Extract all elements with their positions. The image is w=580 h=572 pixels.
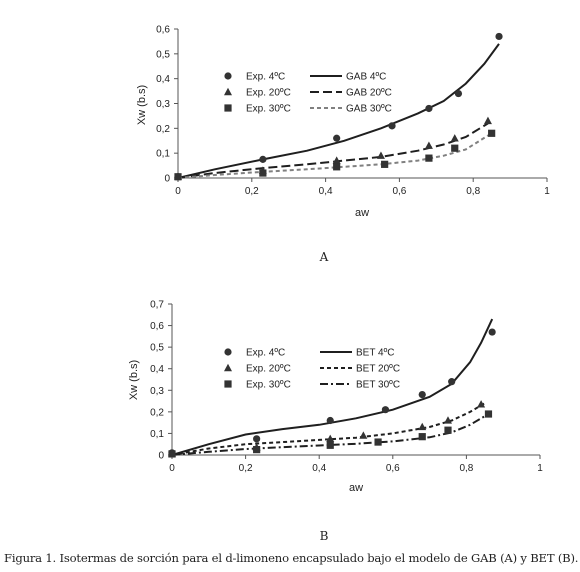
data-point-a-0 (454, 89, 463, 98)
data-point-b-2 (374, 438, 382, 446)
x-tick-label-b: 1 (537, 463, 543, 474)
figure-caption: Figura 1. Isotermas de sorción para el d… (4, 551, 579, 565)
data-point-b-0 (448, 378, 456, 386)
legend-label-b: Exp. 30ºC (246, 380, 291, 391)
data-point-a-2 (488, 129, 496, 137)
data-point-a-2 (381, 160, 389, 168)
x-axis-label-a: aw (355, 207, 369, 219)
legend-label-b: BET 30ºC (356, 380, 400, 391)
data-point-a-1 (376, 151, 385, 159)
series-line-a-0 (177, 43, 500, 179)
y-tick-label-a: 0 (164, 174, 170, 185)
legend-label-b: BET 4ºC (356, 348, 394, 359)
y-tick-label-b: 0,2 (150, 407, 164, 418)
panel-label-b: B (320, 529, 329, 543)
y-tick-label-a: 0,6 (156, 25, 170, 36)
legend-marker-a (224, 104, 232, 112)
data-point-a-0 (425, 104, 433, 113)
data-point-a-2 (333, 163, 341, 171)
legend-label-a: Exp. 4ºC (246, 72, 285, 83)
series-line-a-2 (177, 132, 493, 179)
panel-label-a: A (319, 250, 329, 264)
chart-panel-b: 0 0,2 0,4 0,6 0,8 1 0 0,1 0,2 0,3 0,4 0,5 0,6 0,7 aw Xw… (128, 300, 543, 544)
x-tick-label-b: 0,8 (459, 463, 473, 474)
data-point-b-2 (168, 450, 176, 458)
x-tick-label-a: 0,4 (319, 186, 333, 197)
data-point-b-1 (418, 422, 427, 431)
x-tick-label-a: 1 (544, 186, 550, 197)
data-point-b-0 (326, 416, 334, 425)
x-tick-label-b: 0,4 (312, 463, 326, 474)
data-point-a-0 (259, 155, 267, 163)
data-point-a-2 (451, 144, 459, 152)
legend-marker-b (224, 380, 232, 388)
data-point-a-0 (388, 122, 396, 130)
y-tick-label-a: 0,1 (156, 149, 170, 160)
series-line-b-0 (171, 318, 494, 456)
legend-label-b: Exp. 20ºC (246, 364, 291, 375)
x-tick-label-a: 0,2 (245, 186, 259, 197)
y-tick-label-b: 0,7 (150, 300, 164, 311)
y-tick-label-b: 0,1 (150, 429, 164, 440)
data-point-b-0 (488, 328, 496, 336)
x-tick-label-b: 0 (169, 463, 175, 474)
series-line-b-1 (171, 402, 486, 456)
data-point-b-0 (418, 391, 426, 399)
y-tick-label-a: 0,4 (156, 74, 170, 85)
y-tick-label-b: 0,6 (150, 321, 164, 332)
y-tick-label-a: 0,3 (156, 99, 170, 110)
data-point-b-1 (359, 431, 368, 439)
legend-label-a: GAB 30ºC (346, 104, 392, 115)
y-axis-label-a: Xw (b.s) (136, 85, 148, 125)
y-tick-label-a: 0,5 (156, 49, 170, 60)
data-point-a-1 (450, 134, 459, 142)
y-tick-label-b: 0,4 (150, 364, 164, 375)
data-point-a-2 (259, 169, 267, 177)
y-tick-label-b: 0,5 (150, 343, 164, 354)
data-point-a-0 (333, 134, 341, 142)
data-point-b-2 (444, 426, 452, 434)
x-tick-label-a: 0,8 (466, 186, 480, 197)
y-axis-label-b: Xw (b.s) (128, 360, 140, 400)
y-tick-label-b: 0,3 (150, 386, 164, 397)
legend-label-a: GAB 20ºC (346, 88, 392, 99)
y-tick-label-a: 0,2 (156, 124, 170, 135)
data-point-a-2 (174, 173, 182, 181)
x-tick-label-b: 0,2 (239, 463, 253, 474)
legend-label-a: GAB 4ºC (346, 72, 386, 83)
data-point-b-1 (477, 400, 486, 408)
data-point-b-0 (381, 406, 390, 414)
data-point-a-1 (483, 116, 492, 125)
data-point-a-1 (332, 156, 341, 164)
data-point-b-0 (253, 435, 261, 443)
x-tick-label-b: 0,6 (386, 463, 400, 474)
legend-label-b: Exp. 4ºC (246, 348, 285, 359)
legend-marker-b (224, 363, 232, 372)
x-tick-label-a: 0 (175, 186, 181, 197)
data-point-b-2 (418, 433, 426, 441)
series-line-a-1 (177, 122, 489, 179)
legend-label-a: Exp. 20ºC (246, 88, 291, 99)
legend-marker-a (224, 72, 232, 80)
data-point-b-2 (326, 441, 334, 449)
legend-marker-b (224, 348, 232, 356)
data-point-a-1 (424, 141, 433, 149)
x-tick-label-a: 0,6 (392, 186, 406, 197)
data-point-b-1 (326, 434, 335, 443)
legend-label-a: Exp. 30ºC (246, 104, 291, 115)
legend-marker-a (224, 87, 232, 96)
y-tick-label-b: 0 (158, 451, 164, 462)
data-point-b-2 (484, 410, 493, 418)
x-axis-label-b: aw (349, 482, 363, 494)
data-point-b-1 (444, 416, 452, 424)
data-point-a-0 (495, 32, 503, 41)
data-point-a-2 (425, 154, 433, 162)
data-point-b-2 (253, 446, 261, 454)
legend-label-b: BET 20ºC (356, 364, 400, 375)
chart-panel-a: 0 0,2 0,4 0,6 0,8 1 0 0,1 0,2 0,3 0,4 0,5 0,6 aw Xw (b… (136, 25, 550, 265)
